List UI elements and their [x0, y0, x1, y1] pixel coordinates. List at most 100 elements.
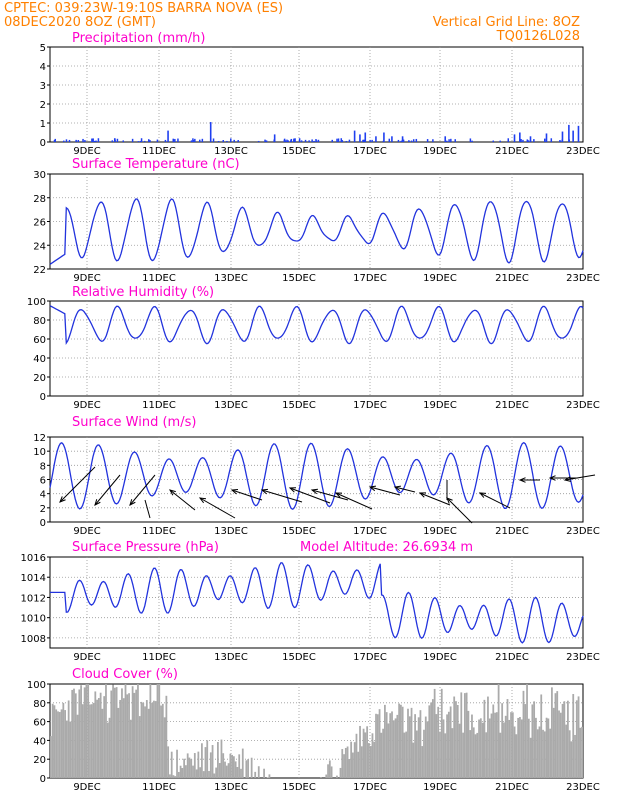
x-tick-label: 9DEC — [73, 782, 100, 793]
cloud-bar — [575, 700, 578, 778]
y-tick-label: 40 — [33, 736, 46, 747]
y-tick-label: 4 — [40, 490, 46, 501]
y-tick-label: 1010 — [21, 614, 46, 625]
precip-bar — [412, 139, 415, 142]
cloud-bar — [501, 703, 504, 778]
x-tick-label: 17DEC — [353, 273, 387, 284]
cloud-bar — [460, 692, 463, 778]
cloud-bar — [124, 684, 127, 778]
cloud-bar — [231, 754, 233, 778]
precip-bar — [401, 136, 404, 142]
cloud-bar — [405, 731, 408, 778]
x-tick-label: 13DEC — [214, 146, 248, 157]
precip-bar — [340, 138, 343, 142]
cloud-bar — [69, 721, 72, 778]
cloud-bar — [506, 699, 509, 778]
y-tick-label: 1012 — [21, 593, 46, 604]
cloud-bar — [465, 692, 468, 778]
cloud-bar — [344, 747, 347, 778]
cloud-bar — [140, 701, 143, 778]
x-tick-label: 15DEC — [282, 400, 316, 411]
panel-2: 22 24 26 28 30 9DEC 11DEC 13DEC 15DEC 17DEC 19DEC 2… — [33, 157, 600, 284]
precip-bar — [265, 140, 268, 142]
precip-bar — [308, 140, 310, 142]
x-tick-label: 21DEC — [495, 526, 529, 537]
precip-bar — [199, 139, 201, 142]
cloud-bar — [439, 731, 441, 778]
cloud-bar — [412, 742, 415, 778]
wind-arrow — [394, 486, 416, 493]
precip-bar — [190, 140, 193, 142]
precip-bar — [84, 140, 86, 142]
series-line — [49, 305, 584, 346]
x-tick-label: 23DEC — [566, 652, 600, 663]
cloud-bar — [172, 775, 175, 778]
cloud-bar — [90, 704, 93, 778]
x-tick-label: 19DEC — [423, 526, 457, 537]
y-tick-label: 0 — [40, 392, 46, 403]
cloud-bar — [229, 753, 232, 778]
cloud-bar — [177, 771, 180, 778]
cloud-bar — [74, 693, 77, 778]
x-tick-label: 9DEC — [73, 146, 100, 157]
x-tick-label: 11DEC — [142, 652, 176, 663]
cloud-bar — [503, 722, 505, 778]
cloud-bar — [60, 709, 63, 778]
precip-bar — [116, 138, 119, 142]
cloud-bar — [357, 751, 360, 778]
cloud-bar — [430, 702, 432, 778]
x-tick-label: 23DEC — [566, 400, 600, 411]
header-model-code: TQ0126L028 — [496, 29, 580, 44]
cloud-bar — [78, 689, 81, 778]
precip-bar — [520, 138, 522, 142]
cloud-bar — [325, 774, 328, 778]
wind-arrowhead — [393, 485, 402, 492]
cloud-bar — [220, 739, 223, 778]
precip-bar — [446, 140, 448, 142]
cloud-bar — [426, 721, 429, 778]
cloud-bar — [217, 741, 219, 778]
x-tick-label: 21DEC — [495, 146, 529, 157]
precip-bar — [383, 132, 385, 142]
cloud-bar — [565, 724, 568, 778]
precip-bar — [209, 122, 212, 142]
cloud-bar — [442, 719, 445, 778]
cloud-bar — [188, 757, 191, 778]
cloud-bar — [535, 717, 537, 778]
x-tick-label: 17DEC — [353, 526, 387, 537]
cloud-bar — [401, 706, 404, 778]
cloud-bar — [536, 729, 539, 778]
cloud-bar — [563, 701, 566, 778]
precip-bar — [444, 136, 447, 142]
precip-bar — [454, 139, 456, 142]
y-tick-label: 24 — [33, 241, 46, 252]
precip-bar — [331, 139, 333, 142]
cloud-bar — [382, 728, 385, 778]
cloud-bar — [169, 774, 171, 778]
cloud-bar — [552, 707, 555, 778]
precip-bar — [369, 139, 371, 142]
cloud-bar — [408, 716, 411, 778]
cloud-bar — [197, 751, 200, 778]
cloud-bar — [403, 732, 406, 778]
wind-arrow — [369, 486, 401, 496]
precip-bar — [111, 140, 114, 142]
cloud-bar — [64, 710, 66, 778]
precip-bar — [300, 140, 303, 142]
wind-arrowhead — [368, 485, 377, 492]
cloud-bar — [389, 713, 392, 778]
x-tick-label: 13DEC — [214, 652, 248, 663]
cloud-bar — [117, 707, 120, 778]
x-tick-label: 13DEC — [214, 400, 248, 411]
wind-arrow — [144, 499, 151, 519]
precip-bar — [533, 139, 535, 142]
precip-bar — [402, 139, 405, 142]
cloud-bar — [545, 717, 548, 778]
cloud-bar — [81, 704, 84, 778]
x-tick-label: 11DEC — [142, 526, 176, 537]
cloud-bar — [385, 712, 388, 778]
precip-bar — [192, 140, 195, 142]
cloud-bar — [517, 717, 520, 778]
precip-bar — [284, 140, 287, 142]
cloud-bar — [268, 774, 271, 778]
